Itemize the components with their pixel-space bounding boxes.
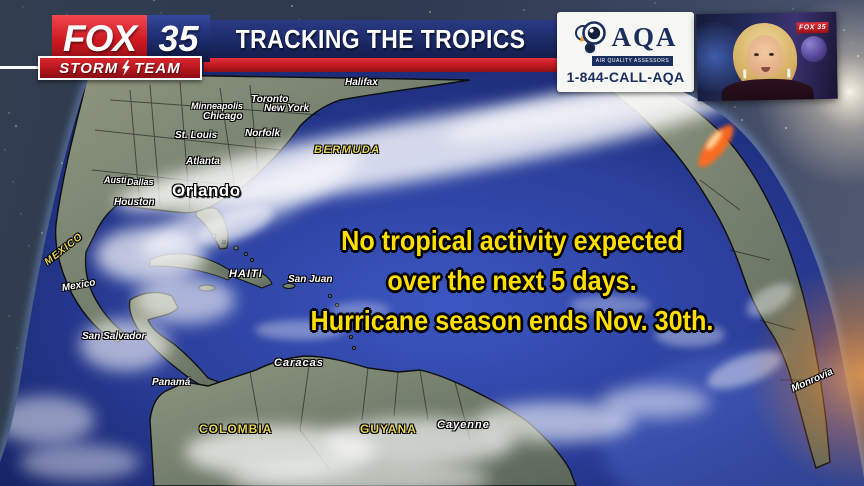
overlay-line-3: Hurricane season ends Nov. 30th. xyxy=(310,305,714,336)
studio-globe-graphic xyxy=(800,35,828,63)
presenter-earring-left xyxy=(743,69,747,79)
forecast-overlay-text: No tropical activity expected over the n… xyxy=(287,221,737,341)
channel-35-logo: 35 xyxy=(147,15,210,62)
aqa-owl-logo-icon xyxy=(574,21,606,54)
fox-logo: FOX xyxy=(52,15,147,62)
fox-logo-text: FOX xyxy=(62,17,137,59)
aqa-brand-text: AQA xyxy=(611,21,678,52)
overlay-line-2: over the next 5 days. xyxy=(387,265,637,296)
presenter-webcam: FOX 35 xyxy=(696,11,838,102)
sunrise-glow xyxy=(698,124,734,168)
webcam-fox35-graphic: FOX 35 xyxy=(796,21,829,34)
sun-glow-lower xyxy=(747,260,864,486)
channel-number: 35 xyxy=(158,17,199,59)
team-label: TEAM xyxy=(134,59,181,77)
storm-label: STORM xyxy=(59,59,119,77)
header-red-stripe xyxy=(204,58,557,72)
overlay-line-1: No tropical activity expected xyxy=(341,225,683,256)
lightning-bolt-icon xyxy=(122,60,131,76)
storm-team-banner: STORM TEAM xyxy=(38,56,202,80)
header-divider-line xyxy=(0,66,40,69)
show-title: TRACKING THE TROPICS xyxy=(235,23,526,54)
sponsor-aqa-card: AQA AIR QUALITY ASSESSORS 1-844-CALL-AQA xyxy=(557,12,694,92)
aqa-phone-number: 1-844-CALL-AQA xyxy=(566,69,685,85)
show-title-bar: TRACKING THE TROPICS xyxy=(204,20,557,58)
landmass-north-america xyxy=(54,73,471,343)
presenter-earring-right xyxy=(787,68,791,78)
presenter-eye-right xyxy=(768,52,774,56)
aqa-tagline: AIR QUALITY ASSESSORS xyxy=(591,56,674,66)
